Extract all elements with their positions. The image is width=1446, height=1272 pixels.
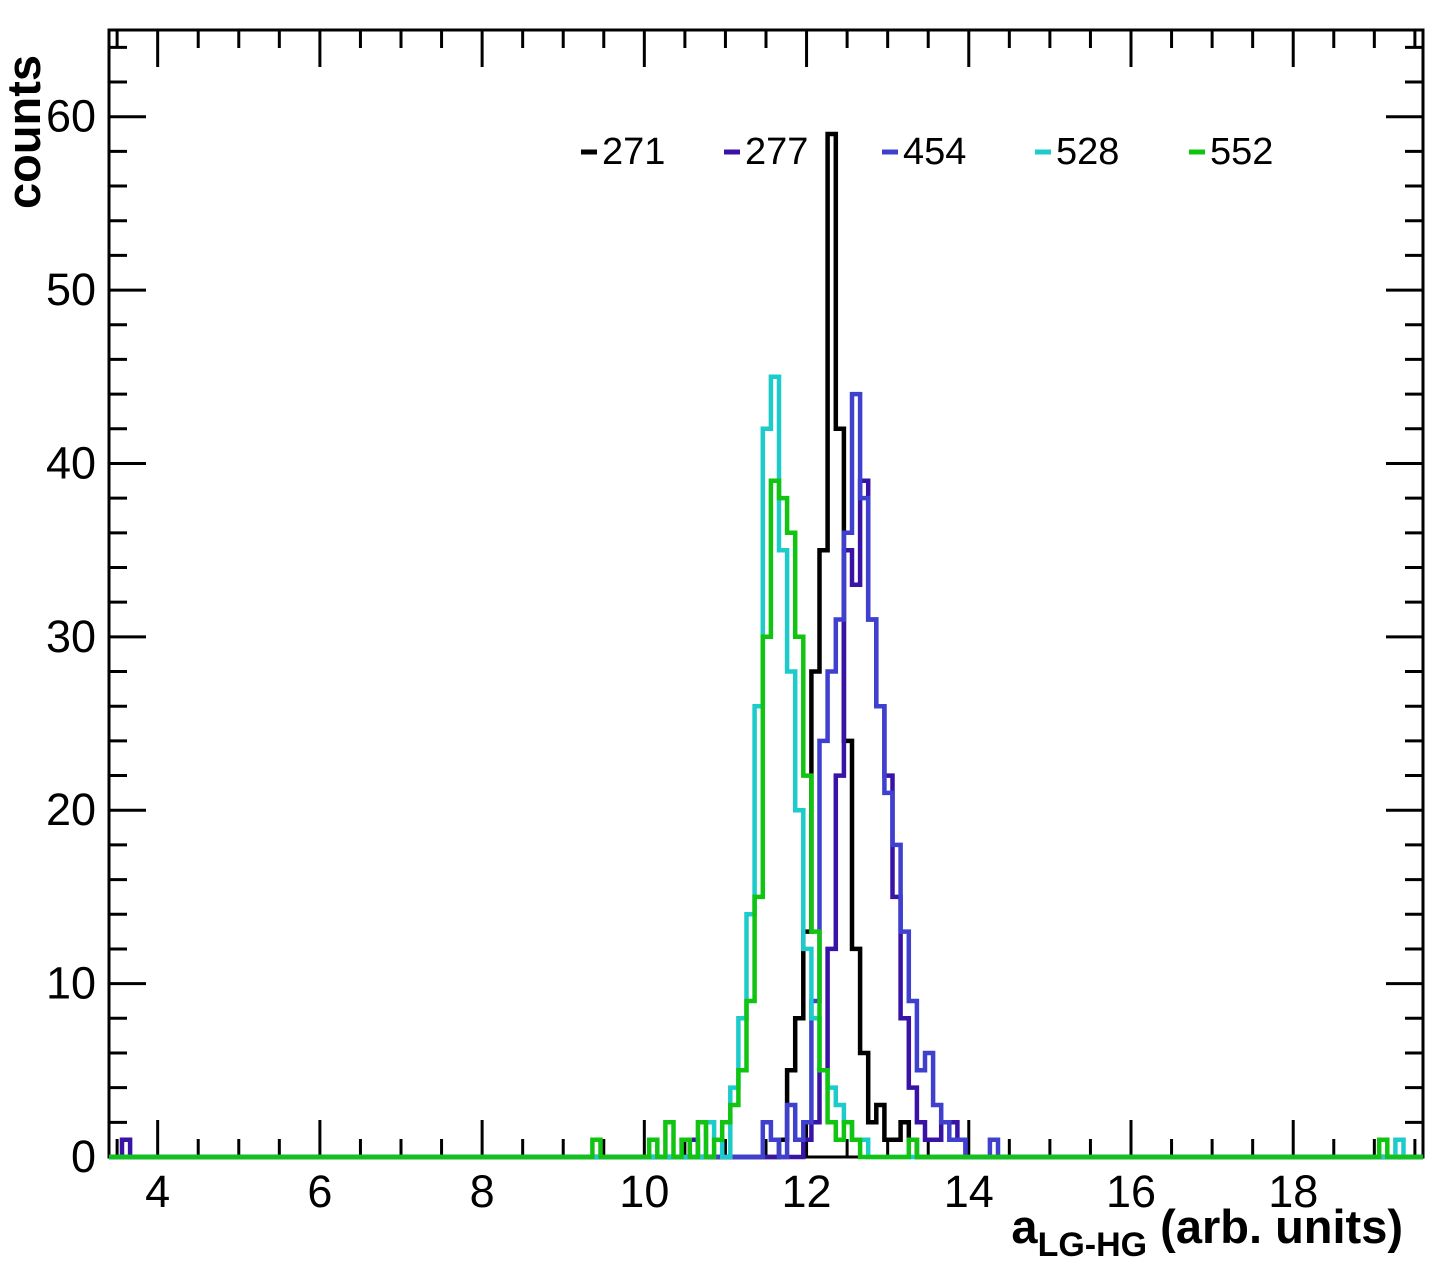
x-tick-label-12: 12 (782, 1166, 832, 1217)
legend-label-271: 271 (602, 131, 665, 173)
y-tick-label-50: 50 (46, 264, 96, 315)
x-title-subscript: LG-HG (1038, 1226, 1148, 1264)
x-tick-label-18: 18 (1268, 1166, 1318, 1217)
legend-label-528: 528 (1056, 131, 1119, 173)
x-tick-label-4: 4 (145, 1166, 170, 1217)
legend-entry-277: 277 (724, 131, 808, 173)
y-tick-label-0: 0 (71, 1131, 96, 1182)
legend-label-277: 277 (745, 131, 808, 173)
series-552-path (109, 478, 1423, 1160)
x-title-main: a (1011, 1200, 1038, 1253)
x-tick-label-6: 6 (307, 1166, 332, 1217)
legend: 271 277 454 528 552 (581, 131, 1273, 173)
x-tick-label-16: 16 (1106, 1166, 1156, 1217)
axis-ticks (109, 30, 1423, 1159)
x-title-units: (arb. units) (1147, 1200, 1403, 1253)
y-tick-label-10: 10 (46, 958, 96, 1009)
y-tick-label-30: 30 (46, 611, 96, 662)
series-454-path (109, 391, 1423, 1160)
y-tick-label-60: 60 (46, 91, 96, 142)
legend-entry-454: 454 (882, 131, 966, 173)
legend-label-552: 552 (1210, 131, 1273, 173)
histogram-series (109, 131, 1423, 1160)
x-axis-title: aLG-HG (arb. units) (1011, 1200, 1403, 1264)
legend-entry-528: 528 (1035, 131, 1119, 173)
x-tick-label-10: 10 (619, 1166, 669, 1217)
y-tick-label-20: 20 (46, 784, 96, 835)
legend-entry-552: 552 (1189, 131, 1273, 173)
legend-label-454: 454 (903, 131, 966, 173)
tick-labels: 4 6 8 10 12 14 16 18 0 10 20 30 40 50 60 (46, 91, 1318, 1217)
legend-entry-271: 271 (581, 131, 665, 173)
y-axis-title: counts (0, 55, 50, 209)
y-tick-label-40: 40 (46, 437, 96, 488)
x-tick-label-8: 8 (470, 1166, 495, 1217)
x-tick-label-14: 14 (944, 1166, 994, 1217)
